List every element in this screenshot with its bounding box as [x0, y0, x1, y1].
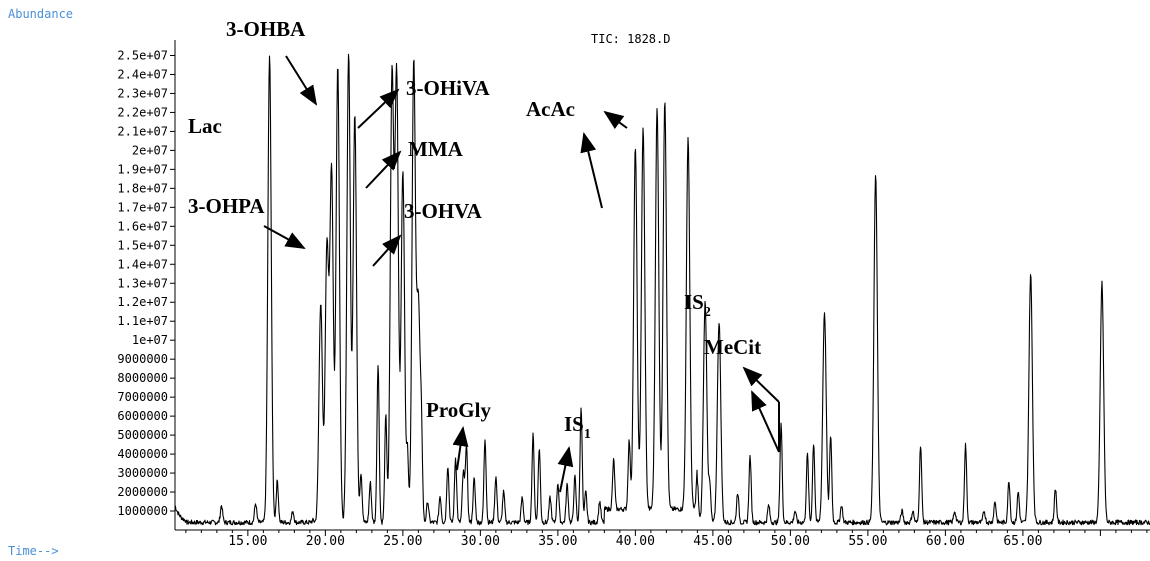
y-tick-label: 2e+07	[132, 143, 168, 157]
tic-trace-line	[174, 53, 1150, 526]
label-3-ohpa: 3-OHPA	[188, 194, 265, 218]
y-tick-label: 2.1e+07	[117, 124, 168, 138]
arrow-is1	[557, 446, 574, 493]
y-tick-label: 5000000	[117, 428, 168, 442]
label-mecit: MeCit	[704, 335, 761, 359]
arrow-mecit-3	[751, 390, 780, 453]
label-3-ohiva: 3-OHiVA	[406, 76, 490, 100]
y-tick-label: 1.3e+07	[117, 276, 168, 290]
y-tick-label: 1.9e+07	[117, 162, 168, 176]
y-tick-label: 1e+07	[132, 333, 168, 347]
arrow-progly	[452, 426, 469, 471]
arrow-3-ohpa	[263, 225, 306, 249]
x-tick-label: 55.00	[848, 534, 887, 549]
y-tick-label: 2.4e+07	[117, 67, 168, 81]
y-tick-label: 6000000	[117, 409, 168, 423]
label-lac: Lac	[188, 114, 222, 138]
x-tick-label: 15.00	[228, 534, 267, 549]
x-tick-label: 35.00	[538, 534, 577, 549]
label-3-ohva: 3-OHVA	[404, 199, 483, 223]
y-tick-label: 1.8e+07	[117, 181, 168, 195]
chart-title: TIC: 1828.D	[591, 32, 670, 46]
label-is1: IS1	[564, 412, 591, 442]
x-tick-label: 25.00	[383, 534, 422, 549]
label-mma: MMA	[408, 137, 464, 161]
arrow-mma	[365, 150, 402, 189]
label-3-ohba: 3-OHBA	[226, 17, 306, 41]
y-tick-label: 2.2e+07	[117, 105, 168, 119]
y-tick-label: 7000000	[117, 390, 168, 404]
label-progly: ProGly	[426, 398, 491, 422]
y-axis-ticks: 2.5e+07 2.4e+07 2.3e+07 2.2e+07 2.1e+07 2e+07…	[117, 48, 175, 518]
y-tick-label: 1.7e+07	[117, 200, 168, 214]
y-tick-label: 1.2e+07	[117, 295, 168, 309]
arrow-acac-2	[580, 132, 603, 209]
y-tick-label: 4000000	[117, 447, 168, 461]
x-tick-label: 50.00	[771, 534, 810, 549]
x-tick-label: 65.00	[1003, 534, 1042, 549]
y-tick-label: 1.4e+07	[117, 257, 168, 271]
x-axis-ticks: 15.00 20.00 25.00 30.00 35.00 40.00 45.00 50.00…	[185, 530, 1148, 549]
x-axis-title: Time-->	[8, 544, 59, 558]
y-tick-label: 2.3e+07	[117, 86, 168, 100]
x-tick-label: 30.00	[461, 534, 500, 549]
y-tick-label: 1.5e+07	[117, 238, 168, 252]
arrow-acac-1	[603, 110, 628, 130]
y-tick-label: 8000000	[117, 371, 168, 385]
x-tick-label: 60.00	[926, 534, 965, 549]
label-is2: IS2	[684, 290, 711, 320]
x-tick-label: 40.00	[616, 534, 655, 549]
x-tick-label: 45.00	[693, 534, 732, 549]
y-tick-label: 2.5e+07	[117, 48, 168, 62]
y-axis-title: Abundance	[8, 7, 73, 21]
arrow-3-ohva	[372, 234, 402, 267]
arrow-3-ohba	[285, 55, 318, 106]
peak-annotations: 3-OHBA Lac 3-OHiVA MMA 3-OHPA 3-OHVA AcA…	[188, 17, 780, 493]
y-tick-label: 3000000	[117, 466, 168, 480]
arrow-3-ohiva	[357, 88, 400, 129]
y-tick-label: 1000000	[117, 504, 168, 518]
x-tick-label: 20.00	[306, 534, 345, 549]
y-tick-label: 9000000	[117, 352, 168, 366]
label-acac: AcAc	[526, 97, 575, 121]
y-tick-label: 1.1e+07	[117, 314, 168, 328]
axes	[174, 40, 1150, 531]
arrow-mecit-2	[742, 366, 780, 403]
y-tick-label: 2000000	[117, 485, 168, 499]
y-tick-label: 1.6e+07	[117, 219, 168, 233]
